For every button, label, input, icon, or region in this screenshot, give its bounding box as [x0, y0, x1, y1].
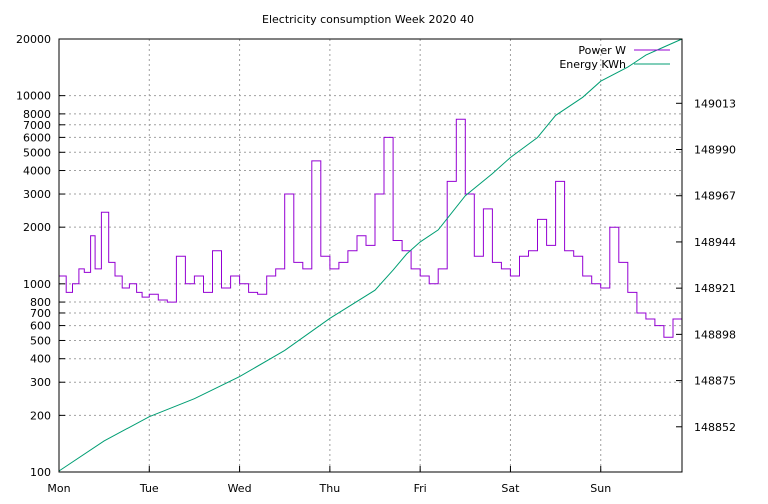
y-tick-label: 300: [30, 376, 51, 389]
legend-label-energy: Energy KWh: [559, 58, 626, 71]
x-tick-label: Sun: [590, 482, 611, 495]
power-series-line: [59, 118, 683, 338]
y-tick-label: 1000: [23, 278, 51, 291]
x-tick-label: Wed: [228, 482, 252, 495]
y-tick-label: 500: [30, 334, 51, 347]
x-tick-label: Fri: [414, 482, 427, 495]
y-tick-label: 100: [30, 466, 51, 479]
y-tick-label: 2000: [23, 221, 51, 234]
y-tick-label: 4000: [23, 165, 51, 178]
axes: Mon Tue Wed Thu Fri Sat Sun1002003004005006007…: [16, 33, 736, 495]
y-tick-label: 8000: [23, 108, 51, 121]
plot-frame: [58, 38, 683, 473]
x-tick-label: Thu: [319, 482, 341, 495]
y2-tick-label: 148852: [694, 421, 736, 434]
grid: [59, 39, 682, 472]
series-layer: [58, 38, 683, 472]
y2-tick-label: 148990: [694, 144, 736, 157]
y2-tick-label: 148875: [694, 375, 736, 388]
x-tick-label: Mon: [47, 482, 70, 495]
chart-title: Electricity consumption Week 2020 40: [262, 13, 474, 26]
legend: Power W Energy KWh: [559, 44, 670, 71]
y-tick-label: 7000: [23, 119, 51, 132]
y-tick-label: 20000: [16, 33, 51, 46]
y-tick-label: 800: [30, 296, 51, 309]
y-tick-label: 600: [30, 320, 51, 333]
y-tick-label: 700: [30, 307, 51, 320]
legend-label-power: Power W: [578, 44, 626, 57]
y2-tick-label: 148921: [694, 282, 736, 295]
energy-series-line: [58, 38, 683, 472]
y-tick-label: 6000: [23, 131, 51, 144]
y-tick-label: 200: [30, 409, 51, 422]
y-tick-label: 5000: [23, 146, 51, 159]
y2-tick-label: 148944: [694, 236, 736, 249]
y2-tick-label: 149013: [694, 97, 736, 110]
y-tick-label: 400: [30, 353, 51, 366]
x-tick-label: Tue: [139, 482, 159, 495]
x-tick-label: Sat: [501, 482, 520, 495]
y-tick-label: 3000: [23, 188, 51, 201]
y2-tick-label: 148967: [694, 190, 736, 203]
y-tick-label: 10000: [16, 90, 51, 103]
y2-tick-label: 148898: [694, 328, 736, 341]
